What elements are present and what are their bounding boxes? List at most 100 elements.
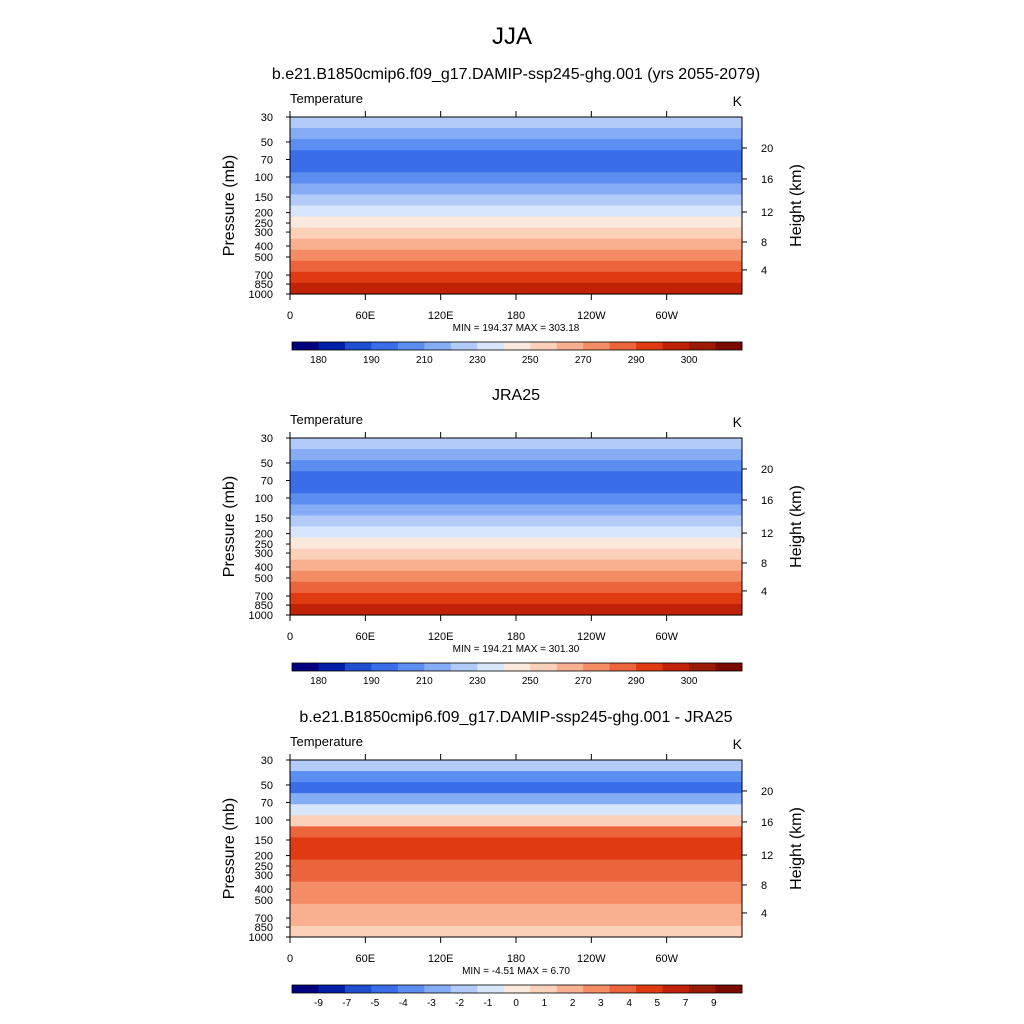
contour-band: [290, 128, 742, 140]
colorbar-label: 3: [598, 998, 604, 1009]
contour-band: [290, 914, 742, 927]
y2-tick-label: 12: [761, 528, 773, 540]
panel-title: b.e21.B1850cmip6.f09_g17.DAMIP-ssp245-gh…: [299, 709, 732, 726]
y-tick-label: 70: [261, 475, 273, 487]
colorbar-label: 0: [513, 998, 519, 1009]
y-tick-label: 150: [255, 835, 273, 847]
y-tick-label: 500: [255, 573, 273, 585]
colorbar-label: 5: [655, 998, 661, 1009]
y-axis-title: Pressure (mb): [221, 476, 238, 577]
y2-tick-label: 16: [761, 174, 773, 186]
y-tick-label: 100: [255, 815, 273, 827]
colorbar-swatch: [318, 663, 346, 671]
contour-band: [290, 603, 742, 616]
colorbar-label: 290: [628, 676, 645, 687]
colorbar-swatch: [689, 663, 716, 671]
contour-band: [290, 183, 742, 196]
y2-tick-label: 4: [761, 586, 767, 598]
contour-band: [290, 559, 742, 572]
y-tick-label: 1000: [249, 289, 273, 301]
contour-band: [290, 493, 742, 505]
colorbar-label: 230: [469, 355, 486, 366]
contour-band: [290, 881, 742, 894]
colorbar-label: 7: [683, 998, 689, 1009]
colorbar-swatch: [662, 342, 690, 350]
colorbar-label: 180: [310, 355, 327, 366]
colorbar-swatch: [292, 985, 319, 993]
x-tick-label: 120W: [577, 953, 606, 965]
contour-band: [290, 482, 742, 494]
panel-title: b.e21.B1850cmip6.f09_g17.DAMIP-ssp245-gh…: [272, 66, 760, 83]
colorbar-swatch: [371, 342, 399, 350]
colorbar-swatch: [530, 663, 558, 671]
y2-axis-title: Height (km): [788, 164, 805, 247]
x-tick-label: 60E: [356, 310, 376, 322]
colorbar-label: 180: [310, 676, 327, 687]
contour-band: [290, 581, 742, 594]
colorbar-swatch: [636, 985, 663, 993]
colorbar-swatch: [344, 342, 372, 350]
x-tick-label: 180: [507, 310, 525, 322]
colorbar-swatch: [689, 342, 716, 350]
y2-tick-label: 16: [761, 495, 773, 507]
colorbar-label: -1: [483, 998, 492, 1009]
y2-axis-title: Height (km): [788, 807, 805, 890]
colorbar-label: 270: [575, 355, 592, 366]
x-tick-label: 0: [287, 953, 293, 965]
y-tick-label: 70: [261, 154, 273, 166]
y-tick-label: 700: [255, 591, 273, 603]
y2-tick-label: 12: [761, 207, 773, 219]
contour-band: [290, 282, 742, 295]
colorbar-swatch: [292, 663, 319, 671]
colorbar-swatch: [424, 342, 452, 350]
y2-tick-label: 8: [761, 880, 767, 892]
y-tick-label: 250: [255, 218, 273, 230]
colorbar-frame: [291, 662, 743, 672]
contour-band: [290, 139, 742, 151]
colorbar-swatch: [450, 663, 478, 671]
contour-band: [290, 793, 742, 805]
colorbar-frame: [291, 984, 743, 994]
contour-band: [290, 471, 742, 483]
units-label: K: [733, 93, 743, 109]
y-tick-label: 1000: [249, 932, 273, 944]
colorbar-swatch: [397, 985, 425, 993]
contour-band: [290, 150, 742, 162]
colorbar-label: 210: [416, 355, 433, 366]
colorbar-label: -7: [342, 998, 351, 1009]
colorbar-swatch: [662, 663, 690, 671]
y-tick-label: 500: [255, 252, 273, 264]
contour-band: [290, 260, 742, 273]
variable-label: Temperature: [290, 91, 363, 106]
colorbar-swatch: [715, 985, 743, 993]
chart-panel-1: b.e21.B1850cmip6.f09_g17.DAMIP-ssp245-gh…: [221, 66, 805, 366]
y-tick-label: 150: [255, 513, 273, 525]
chart-panel-3: b.e21.B1850cmip6.f09_g17.DAMIP-ssp245-gh…: [221, 709, 805, 1009]
x-tick-label: 120E: [428, 953, 454, 965]
colorbar: -9 -7 -5 -4 -3 -2 -1 0 1 2 3 4 5 7 9: [291, 984, 743, 1009]
contour-band: [290, 837, 742, 850]
contour-band: [290, 537, 742, 550]
contour-band: [290, 826, 742, 839]
colorbar-swatch: [450, 985, 478, 993]
contour-band: [290, 548, 742, 561]
x-tick-label: 60W: [655, 953, 678, 965]
y-tick-label: 850: [255, 600, 273, 612]
colorbar-label: -9: [314, 998, 323, 1009]
contour-band: [290, 526, 742, 539]
contour-band: [290, 859, 742, 872]
y-tick-label: 400: [255, 241, 273, 253]
y-tick-label: 150: [255, 192, 273, 204]
y-tick-label: 850: [255, 279, 273, 291]
y2-tick-label: 16: [761, 817, 773, 829]
y-tick-label: 50: [261, 137, 273, 149]
colorbar-label: 9: [711, 998, 717, 1009]
colorbar-swatch: [715, 663, 743, 671]
contour-band: [290, 892, 742, 905]
contour-band: [290, 782, 742, 794]
colorbar-label: -4: [399, 998, 408, 1009]
y-tick-label: 200: [255, 529, 273, 541]
colorbar-label: 190: [363, 676, 380, 687]
x-tick-label: 0: [287, 310, 293, 322]
contour-band: [290, 771, 742, 783]
